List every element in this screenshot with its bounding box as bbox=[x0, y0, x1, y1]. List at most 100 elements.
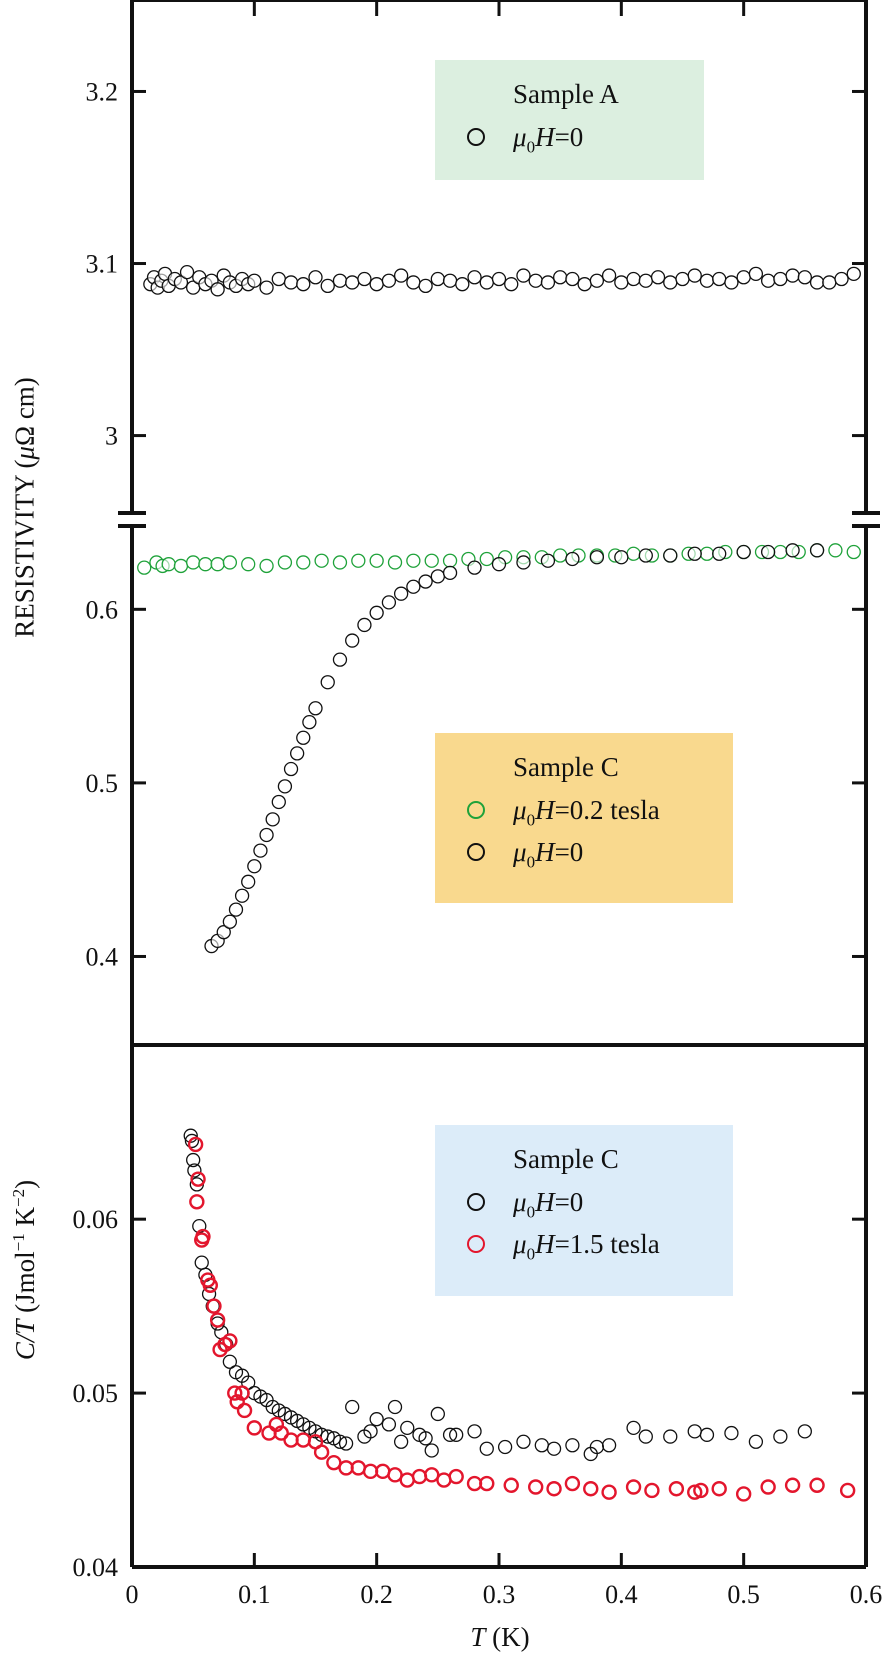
data-point bbox=[846, 266, 861, 281]
data-point bbox=[442, 1427, 458, 1442]
legend-title: Sample A bbox=[513, 79, 619, 109]
data-point bbox=[271, 271, 286, 287]
legend-sample-c-heat-capacity: Sample C μ0H=0 μ0H=1.5 tesla bbox=[435, 1125, 733, 1296]
data-point bbox=[687, 1424, 702, 1439]
data-point bbox=[601, 1438, 617, 1453]
data-point bbox=[528, 273, 543, 288]
series-1-middle bbox=[204, 543, 825, 954]
data-point bbox=[338, 1436, 354, 1451]
data-point bbox=[313, 1444, 330, 1460]
data-point bbox=[479, 1441, 494, 1456]
entry-mu: μ bbox=[513, 837, 527, 867]
data-point bbox=[296, 730, 311, 745]
legend-title: Sample C bbox=[513, 752, 619, 782]
data-point bbox=[302, 714, 317, 730]
data-point bbox=[184, 1133, 200, 1149]
data-point bbox=[369, 553, 384, 568]
data-point bbox=[406, 579, 421, 594]
data-point bbox=[369, 277, 384, 292]
x-tick-label: 0.3 bbox=[483, 1580, 516, 1609]
data-point bbox=[222, 1333, 238, 1349]
entry-mu: μ bbox=[513, 1229, 527, 1259]
data-point bbox=[760, 273, 776, 288]
data-point bbox=[467, 1424, 482, 1439]
data-point bbox=[198, 557, 213, 572]
data-point bbox=[332, 273, 348, 288]
y-axis-label-resistivity: RESISTIVITY (μΩ cm) bbox=[10, 363, 41, 653]
data-point bbox=[296, 277, 311, 292]
data-point bbox=[785, 543, 800, 558]
data-point bbox=[289, 746, 305, 761]
entry-sub: 0 bbox=[526, 810, 536, 830]
data-point bbox=[222, 555, 238, 570]
data-point bbox=[736, 270, 751, 285]
data-point bbox=[663, 275, 678, 290]
entry-sub: 0 bbox=[526, 852, 536, 872]
data-point bbox=[839, 1482, 856, 1499]
data-point bbox=[583, 1481, 599, 1497]
data-point bbox=[516, 268, 531, 283]
data-point bbox=[345, 633, 360, 648]
data-point bbox=[773, 544, 788, 560]
y-tick-label: 0.04 bbox=[73, 1553, 119, 1582]
entry-value: =0 bbox=[554, 122, 584, 152]
series-0-top bbox=[143, 264, 861, 297]
data-point bbox=[675, 271, 690, 287]
data-point bbox=[663, 1429, 678, 1444]
entry-var: H bbox=[535, 1229, 555, 1259]
data-point bbox=[187, 1163, 202, 1178]
data-point bbox=[210, 282, 225, 297]
data-point bbox=[748, 1434, 764, 1449]
data-point bbox=[809, 543, 825, 558]
data-point bbox=[479, 1475, 495, 1492]
data-point bbox=[209, 1312, 226, 1328]
data-point bbox=[448, 1468, 464, 1485]
legend-sample-a: Sample A μ0H=0 bbox=[435, 60, 704, 180]
data-point bbox=[265, 812, 280, 827]
data-point bbox=[644, 1482, 660, 1499]
data-point bbox=[589, 550, 605, 565]
data-point bbox=[393, 586, 409, 601]
y-tick-label: 3 bbox=[105, 422, 118, 451]
data-point bbox=[406, 553, 421, 568]
series-0-middle bbox=[137, 543, 861, 575]
data-point bbox=[449, 1427, 464, 1442]
entry-var: H bbox=[535, 1187, 555, 1217]
data-point bbox=[442, 553, 458, 568]
data-point bbox=[626, 1420, 641, 1436]
data-point bbox=[467, 560, 482, 575]
data-point bbox=[601, 268, 617, 283]
data-point bbox=[773, 1429, 788, 1444]
entry-value: =1.5 tesla bbox=[554, 1229, 660, 1259]
data-point bbox=[668, 1481, 685, 1497]
circle-marker-icon bbox=[467, 1193, 485, 1211]
entry-sub: 0 bbox=[526, 137, 536, 157]
data-point bbox=[332, 652, 348, 667]
data-point bbox=[173, 275, 189, 290]
data-point bbox=[577, 277, 592, 292]
x-tick-label: 0.4 bbox=[605, 1580, 638, 1609]
data-point bbox=[277, 779, 293, 794]
data-point bbox=[216, 925, 231, 940]
ylabel-sup1: −1 bbox=[9, 1233, 28, 1252]
data-point bbox=[503, 1477, 519, 1493]
data-point bbox=[724, 1425, 739, 1441]
y-tick-label: 3.1 bbox=[86, 250, 119, 279]
x-axis-label: T (K) bbox=[400, 1622, 600, 1653]
data-point bbox=[210, 557, 225, 572]
legend-entry: μ0H=0 bbox=[467, 831, 733, 873]
data-point bbox=[259, 827, 274, 843]
data-point bbox=[186, 1152, 201, 1168]
data-point bbox=[137, 560, 152, 575]
data-point bbox=[479, 551, 494, 567]
data-point bbox=[430, 1406, 445, 1422]
ylabel-mu: μ bbox=[9, 446, 40, 460]
data-point bbox=[173, 558, 189, 574]
data-point bbox=[222, 1354, 238, 1369]
data-point bbox=[699, 546, 715, 561]
data-point bbox=[589, 273, 605, 288]
data-point bbox=[442, 273, 458, 288]
data-point bbox=[491, 557, 507, 572]
